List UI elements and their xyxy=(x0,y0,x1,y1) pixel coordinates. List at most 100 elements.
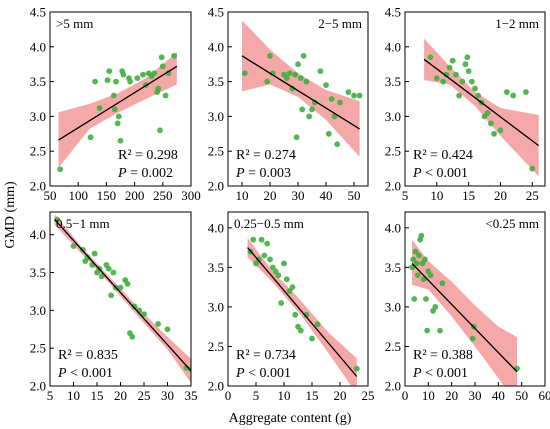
r-squared-text: R² = 0.835 xyxy=(58,348,118,363)
x-tick-label: 40 xyxy=(320,188,333,203)
p-symbol: P xyxy=(235,366,245,381)
p-value-text: P < 0.001 xyxy=(57,366,113,381)
data-point xyxy=(409,264,415,271)
x-tick-label: 10 xyxy=(278,388,291,403)
data-point xyxy=(241,70,248,77)
data-point xyxy=(325,130,332,137)
data-point xyxy=(275,272,282,279)
data-point xyxy=(311,99,318,106)
data-point xyxy=(250,236,257,243)
data-point xyxy=(108,292,114,299)
x-tick-label: 10 xyxy=(67,388,80,403)
data-point xyxy=(299,106,306,113)
data-point xyxy=(484,110,491,116)
x-tick-label: 30 xyxy=(469,388,482,403)
x-tick-label: 5 xyxy=(47,388,54,403)
data-point xyxy=(446,64,453,71)
p-value-text: P < 0.001 xyxy=(412,166,468,181)
data-point xyxy=(129,333,136,340)
y-tick-label: 2.0 xyxy=(385,179,401,194)
data-point xyxy=(423,296,429,302)
data-point xyxy=(510,92,517,99)
data-point xyxy=(433,75,440,82)
data-point xyxy=(283,75,290,82)
data-point xyxy=(264,240,271,247)
data-point xyxy=(443,71,450,78)
x-tick-label: 100 xyxy=(68,188,88,203)
data-point xyxy=(303,78,310,85)
panel-label: 0.5−1 mm xyxy=(56,216,110,231)
y-tick-label: 4.0 xyxy=(30,227,46,242)
data-point xyxy=(255,256,262,263)
data-point xyxy=(98,273,105,280)
panel-label: 2−5 mm xyxy=(318,16,362,31)
data-point xyxy=(110,92,117,99)
x-tick-label: 5 xyxy=(253,388,260,403)
x-tick-label: 10 xyxy=(422,388,435,403)
data-point xyxy=(105,265,112,272)
regression-line xyxy=(58,65,178,141)
y-tick-label: 3.0 xyxy=(385,109,401,124)
y-tick-label: 3.5 xyxy=(208,260,224,275)
data-point xyxy=(159,63,166,70)
panel-label: <0.25 mm xyxy=(485,216,539,231)
x-tick-label: 15 xyxy=(91,388,104,403)
y-tick-label: 3.0 xyxy=(30,109,46,124)
data-point xyxy=(323,82,329,88)
data-point xyxy=(114,120,121,127)
data-point xyxy=(297,75,304,82)
r-squared-text: R² = 0.388 xyxy=(413,348,473,363)
chart-panel-5: 0 5 10 15 20 25 2.0 2.5 3.0 3.5 4.0 0.25−0.5 mm R² =… xyxy=(208,211,375,403)
data-point xyxy=(84,254,91,261)
data-point xyxy=(411,296,418,302)
data-point xyxy=(134,75,141,82)
data-point xyxy=(414,272,421,279)
regression-line xyxy=(411,262,518,373)
data-point xyxy=(171,52,177,59)
x-tick-label: 10 xyxy=(430,188,443,203)
data-point xyxy=(91,250,98,257)
data-point xyxy=(300,52,307,59)
data-point xyxy=(306,113,313,120)
y-tick-label: 4.5 xyxy=(30,5,46,20)
confidence-band xyxy=(412,239,517,386)
confidence-band xyxy=(58,52,177,168)
data-point xyxy=(106,68,113,75)
p-symbol: P xyxy=(235,166,245,181)
p-value: = 0.003 xyxy=(245,166,291,181)
x-tick-label: 30 xyxy=(161,388,174,403)
plot-area xyxy=(57,52,178,173)
regression-line xyxy=(423,58,540,147)
data-point xyxy=(488,120,494,127)
plot-area xyxy=(409,232,520,386)
data-point xyxy=(356,92,363,99)
x-tick-label: 40 xyxy=(492,388,505,403)
y-tick-label: 3.0 xyxy=(385,299,401,314)
plot-area xyxy=(247,236,360,386)
y-tick-label: 4.0 xyxy=(30,39,46,54)
panel-label: 0.25−0.5 mm xyxy=(234,216,304,231)
data-point xyxy=(432,304,439,310)
y-tick-label: 2.5 xyxy=(208,144,224,159)
x-tick-label: 0 xyxy=(402,388,409,403)
data-point xyxy=(162,92,169,99)
chart-panel-1: 50 100 150 200 250 300 2.0 2.5 3.0 3.5 4.0 4.5 >5 mm… xyxy=(30,5,201,204)
data-point xyxy=(337,99,343,106)
p-value: < 0.001 xyxy=(67,366,113,381)
data-point xyxy=(497,127,504,134)
data-point xyxy=(462,61,469,68)
y-tick-label: 4.5 xyxy=(385,5,401,20)
x-tick-label: 20 xyxy=(114,388,127,403)
y-tick-label: 2.0 xyxy=(30,179,46,194)
y-tick-label: 3.5 xyxy=(30,74,46,89)
data-point xyxy=(289,85,296,92)
data-point xyxy=(468,78,475,85)
data-point xyxy=(155,85,162,92)
r-squared-text: R² = 0.274 xyxy=(236,148,296,163)
plot-frame xyxy=(227,211,369,387)
x-tick-label: 25 xyxy=(526,188,539,203)
data-point xyxy=(117,284,124,291)
x-tick-label: 150 xyxy=(97,188,117,203)
data-point xyxy=(410,256,417,263)
